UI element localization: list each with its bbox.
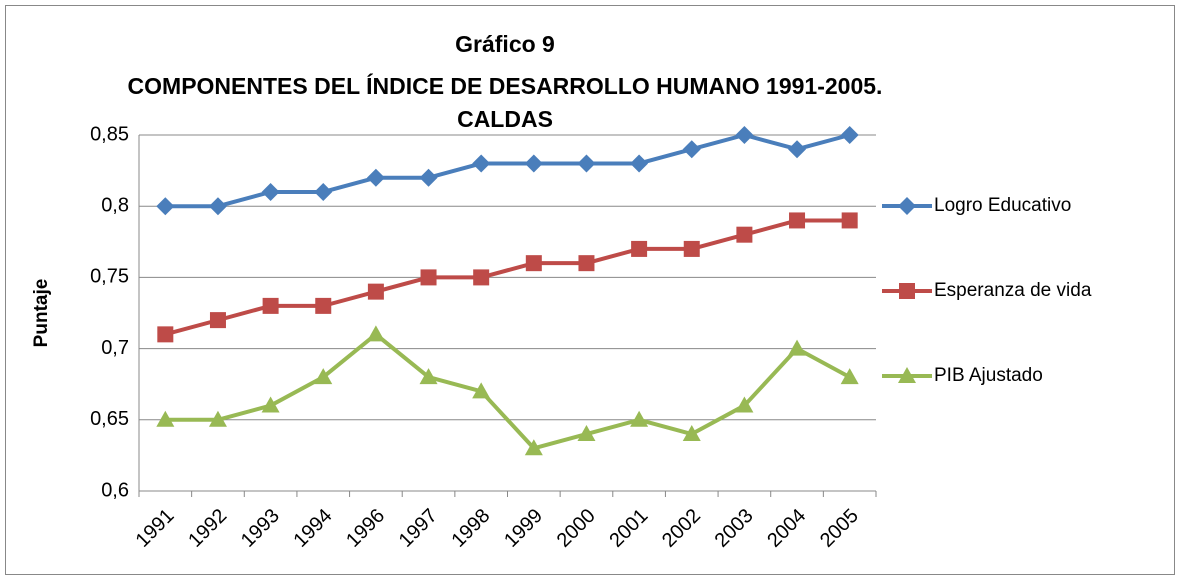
data-point	[419, 368, 438, 385]
legend-label: Esperanza de vida	[934, 280, 1092, 301]
data-point	[209, 312, 226, 329]
y-tick-label: 0,6	[101, 479, 129, 501]
data-point	[788, 339, 807, 356]
data-point	[631, 240, 648, 257]
data-point	[630, 410, 649, 427]
data-point	[208, 197, 227, 216]
data-point	[577, 425, 596, 442]
data-point	[841, 212, 858, 229]
series-line	[165, 332, 851, 451]
data-point	[261, 182, 280, 201]
data-point	[682, 425, 701, 442]
data-point	[789, 212, 806, 229]
data-point	[578, 255, 595, 272]
data-point	[524, 154, 543, 173]
data-point	[261, 396, 280, 413]
data-point	[736, 226, 753, 243]
data-point	[683, 240, 700, 257]
data-point	[473, 269, 490, 286]
legend-marker	[899, 283, 915, 299]
series-line	[164, 218, 850, 337]
data-point	[788, 140, 807, 159]
data-point	[630, 154, 649, 173]
y-axis-label: Puntaje	[31, 279, 52, 348]
y-tick-label: 0,8	[101, 194, 129, 216]
data-point	[840, 126, 859, 144]
legend-marker	[898, 197, 916, 215]
data-point	[840, 368, 859, 385]
data-point	[682, 140, 701, 159]
data-point	[419, 168, 438, 187]
data-point	[367, 283, 384, 300]
data-point	[262, 297, 279, 314]
data-point	[156, 197, 175, 216]
data-point	[314, 368, 333, 385]
chart-title: CALDAS	[457, 106, 553, 132]
data-point	[735, 396, 754, 413]
data-point	[420, 269, 437, 286]
data-point	[577, 154, 596, 173]
y-tick-label: 0,75	[90, 266, 129, 288]
data-point	[208, 410, 227, 427]
data-point	[366, 168, 385, 187]
data-point	[366, 325, 385, 342]
data-point	[735, 126, 754, 144]
chart-border	[5, 5, 1175, 575]
legend-label: Logro Educativo	[934, 195, 1071, 216]
chart-title: COMPONENTES DEL ÍNDICE DE DESARROLLO HUM…	[128, 72, 883, 99]
y-tick-label: 0,65	[90, 408, 129, 430]
chart-title: Gráfico 9	[455, 31, 555, 57]
data-point	[472, 382, 491, 399]
data-point	[315, 297, 332, 314]
y-tick-label: 0,7	[101, 337, 129, 359]
legend-marker	[898, 367, 916, 383]
y-tick-label: 0,85	[90, 123, 129, 145]
legend-label: PIB Ajustado	[934, 365, 1043, 386]
data-point	[472, 154, 491, 173]
data-point	[156, 410, 175, 427]
data-point	[525, 255, 542, 272]
data-point	[314, 182, 333, 201]
data-point	[524, 439, 543, 456]
data-point	[157, 326, 174, 343]
